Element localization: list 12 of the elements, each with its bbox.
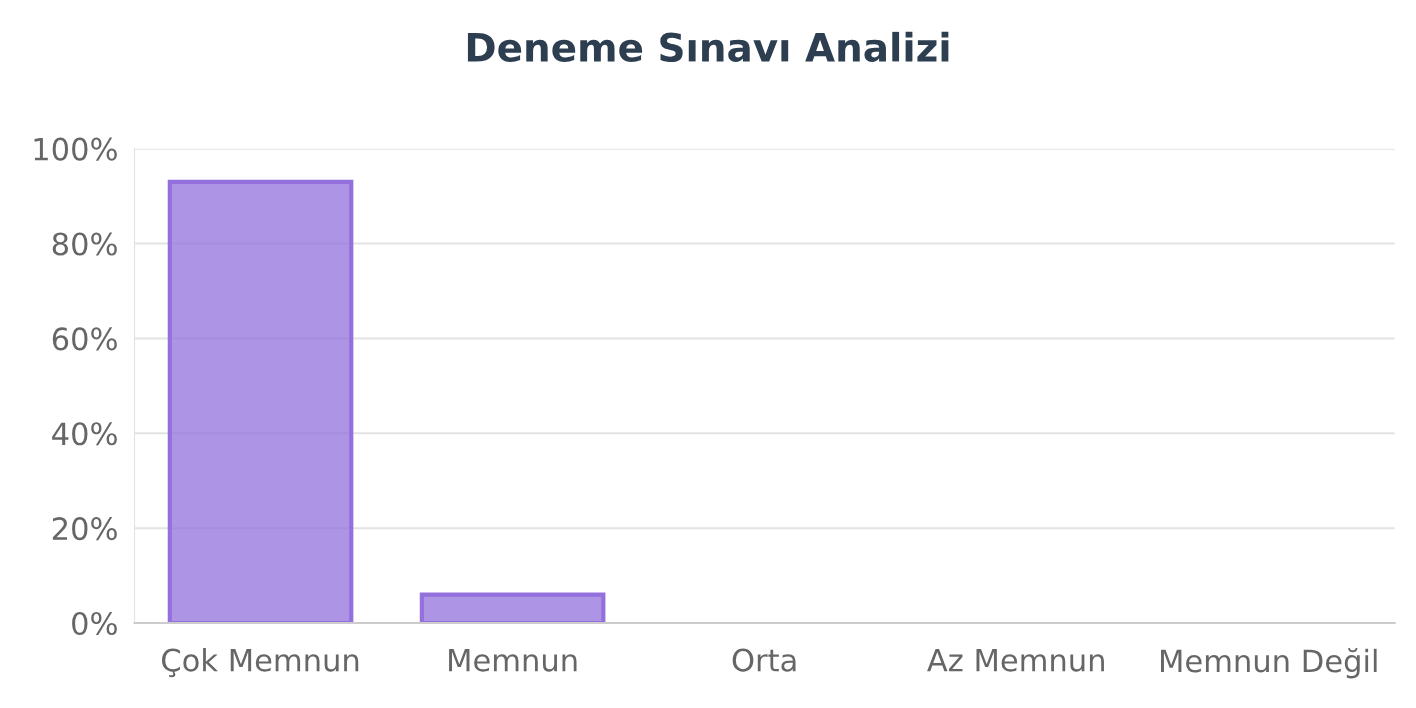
x-tick-label: Çok Memnun xyxy=(162,648,359,678)
y-tick-label: 0% xyxy=(72,611,117,636)
y-tick-label: 100% xyxy=(34,137,117,161)
chart-title: Deneme Sınavı Analizi xyxy=(467,31,949,62)
y-tick-label: 80% xyxy=(52,232,117,256)
y-tick-label: 60% xyxy=(52,327,117,351)
y-tick-label: 20% xyxy=(52,517,117,541)
x-tick-label: Memnun xyxy=(449,648,577,672)
y-tick-label: 40% xyxy=(52,422,117,446)
x-tick-label: Orta xyxy=(732,648,796,672)
x-tick-label: Az Memnun xyxy=(927,648,1104,672)
x-tick-label: Memnun Değil xyxy=(1161,648,1377,679)
